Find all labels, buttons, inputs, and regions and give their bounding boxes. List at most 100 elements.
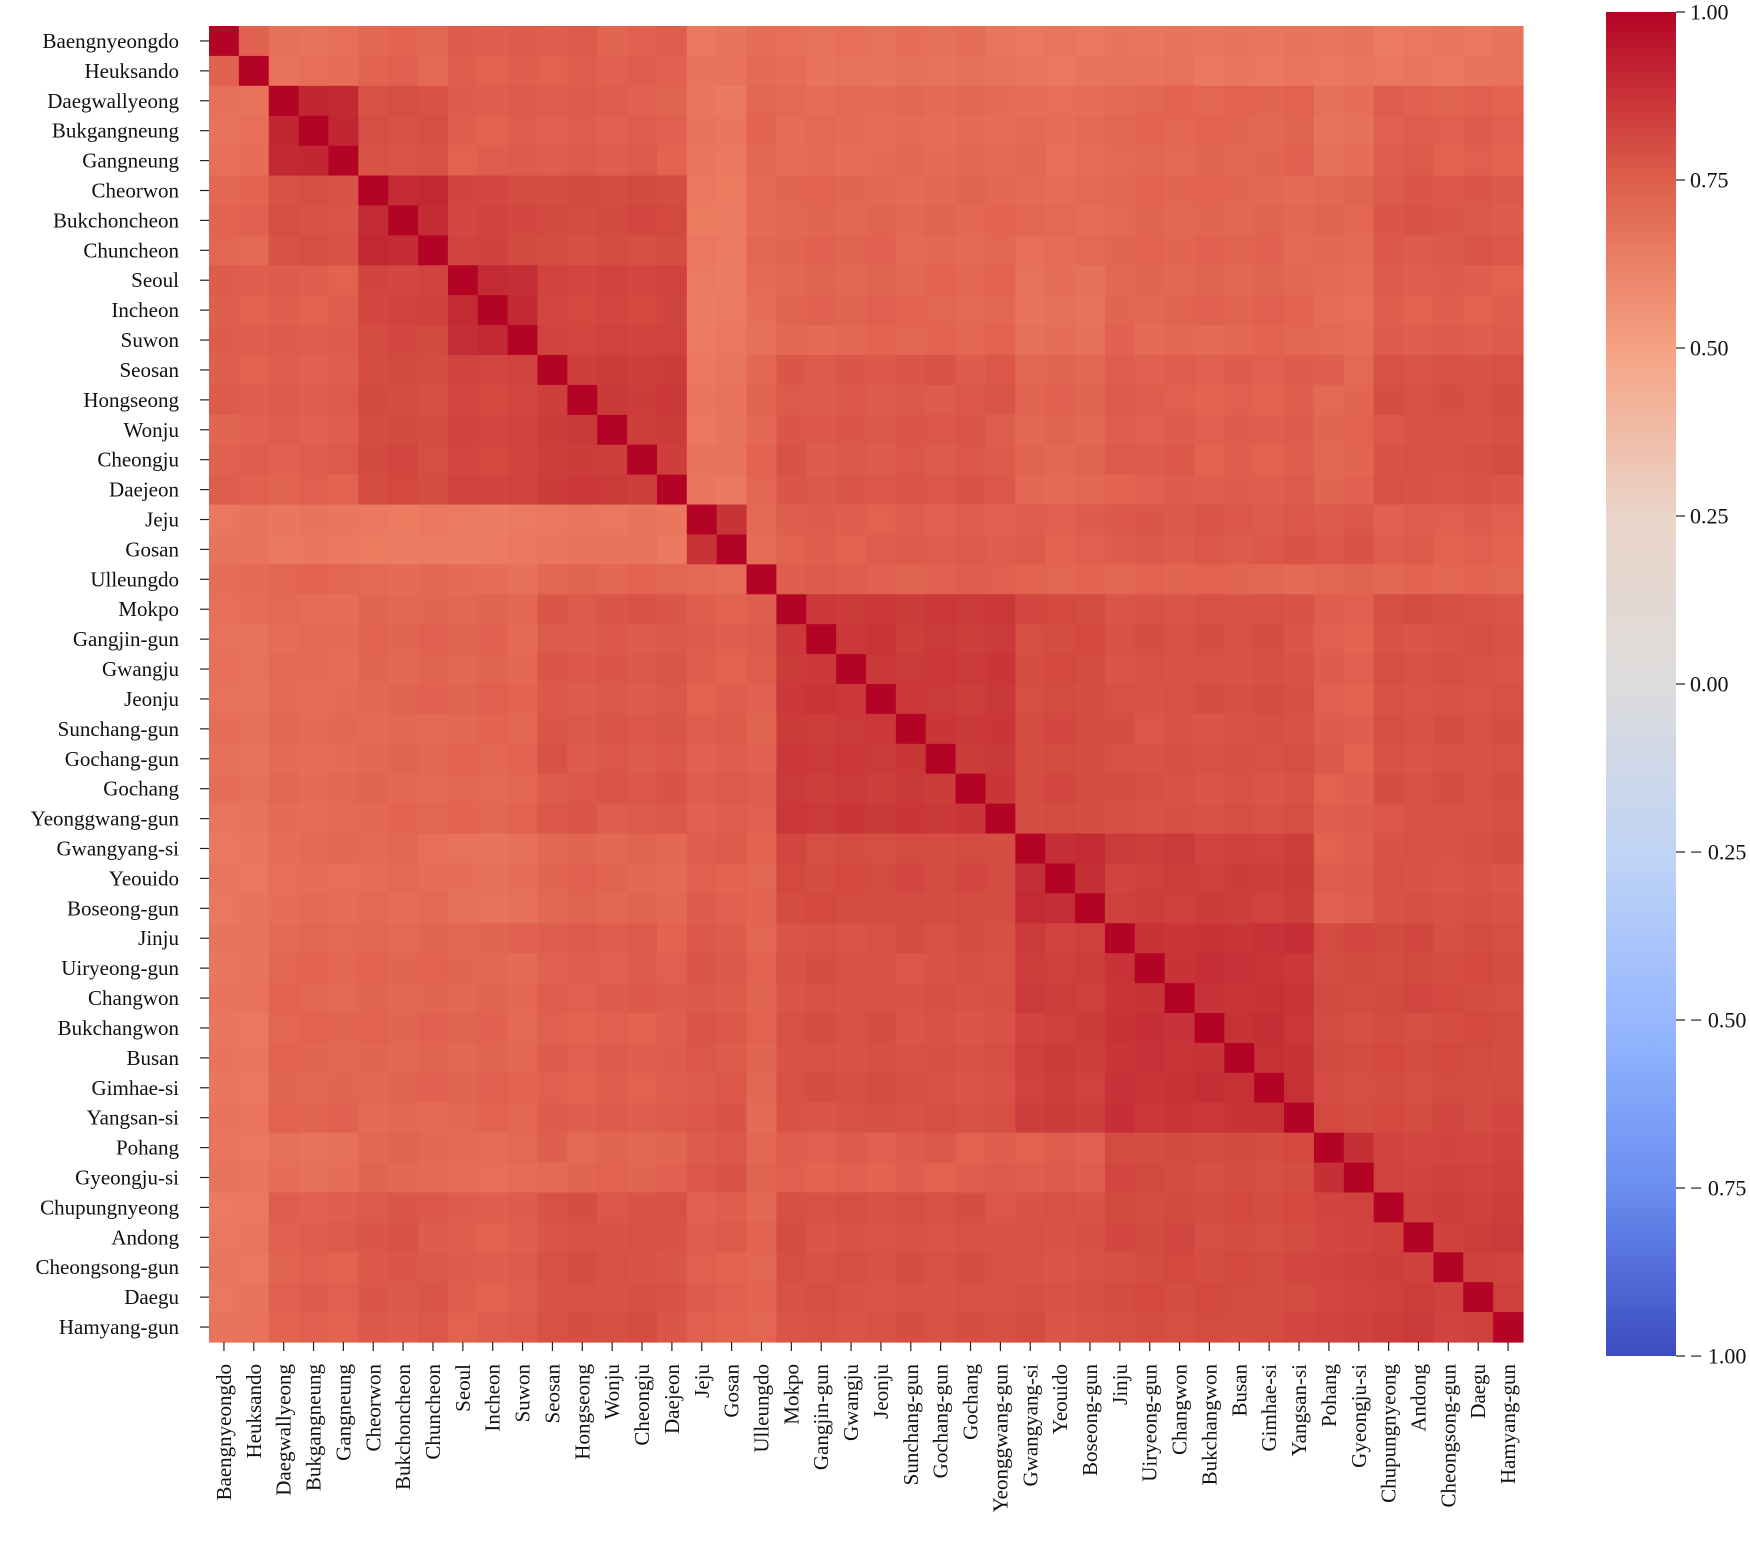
heatmap-cell: [686, 444, 718, 476]
heatmap-cell: [567, 923, 598, 954]
heatmap-cell: [776, 325, 807, 356]
heatmap-cell: [1343, 1162, 1375, 1194]
heatmap-cell: [268, 1132, 300, 1164]
heatmap-cell: [507, 684, 539, 715]
heatmap-cell: [1224, 1252, 1255, 1283]
heatmap-cell: [1164, 295, 1196, 326]
heatmap-cell: [328, 1162, 359, 1194]
heatmap-cell: [328, 594, 359, 625]
heatmap-cell: [209, 474, 240, 506]
heatmap-cell: [1284, 713, 1315, 745]
heatmap-cell: [1343, 115, 1375, 147]
heatmap-cell: [298, 384, 330, 416]
heatmap-cell: [1104, 115, 1136, 147]
heatmap-cell: [1463, 684, 1494, 715]
heatmap-cell: [1313, 773, 1345, 805]
heatmap-cell: [1313, 295, 1345, 326]
x-tick-label: Gochang: [959, 1364, 983, 1440]
heatmap-cell: [1134, 1132, 1166, 1164]
heatmap-cell: [597, 384, 628, 416]
heatmap-cell: [1164, 803, 1196, 835]
heatmap-cell: [1493, 235, 1524, 266]
x-tick-label: Cheongju: [630, 1364, 654, 1446]
heatmap-cell: [477, 145, 509, 177]
heatmap-cell: [806, 833, 837, 865]
heatmap-cell: [1343, 235, 1375, 266]
heatmap-cell: [1104, 414, 1136, 446]
heatmap-cell: [1493, 953, 1524, 984]
heatmap-cell: [1343, 265, 1375, 296]
heatmap-cell: [1373, 923, 1405, 954]
heatmap-cell: [925, 205, 957, 236]
heatmap-cell: [537, 504, 568, 536]
heatmap-cell: [925, 265, 957, 296]
heatmap-cell: [1284, 893, 1315, 924]
heatmap-cell: [537, 743, 568, 775]
heatmap-cell: [776, 1282, 807, 1313]
heatmap-cell: [1343, 1222, 1375, 1253]
heatmap-cell: [597, 534, 628, 565]
heatmap-cell: [925, 1312, 957, 1343]
heatmap-cell: [925, 444, 957, 476]
colorbar-tick-label: − 0.50: [1690, 1008, 1746, 1033]
heatmap-cell: [238, 923, 270, 954]
heatmap-cell: [866, 175, 897, 207]
heatmap-cell: [1493, 893, 1524, 924]
heatmap-cell: [1284, 1192, 1315, 1223]
heatmap-cell: [1134, 384, 1166, 416]
heatmap-cell: [328, 1192, 359, 1223]
heatmap-cell: [597, 235, 628, 266]
heatmap-cell: [836, 1312, 867, 1343]
heatmap-cell: [567, 773, 598, 805]
heatmap-cell: [477, 983, 509, 1014]
heatmap-cell: [268, 295, 300, 326]
y-tick-label: Mokpo: [118, 597, 179, 621]
heatmap-cell: [1313, 654, 1345, 685]
heatmap-cell: [298, 1013, 330, 1044]
heatmap-cell: [388, 923, 419, 954]
heatmap-cell: [955, 654, 987, 685]
heatmap-cell: [895, 26, 927, 57]
heatmap-cell: [1254, 1282, 1285, 1313]
heatmap-cell: [925, 773, 957, 805]
heatmap-cell: [955, 1013, 987, 1044]
heatmap-cell: [418, 833, 449, 865]
heatmap-cell: [1134, 833, 1166, 865]
heatmap-cell: [776, 414, 807, 446]
heatmap-cell: [1164, 833, 1196, 865]
x-tick-label: Changwon: [1168, 1364, 1192, 1455]
heatmap-cell: [1313, 1282, 1345, 1313]
heatmap-cell: [507, 384, 539, 416]
heatmap-cell: [1075, 325, 1106, 356]
heatmap-cell: [1015, 1222, 1046, 1253]
heatmap-cell: [806, 474, 837, 506]
heatmap-cell: [537, 1132, 568, 1164]
heatmap-cell: [1104, 863, 1136, 894]
heatmap-cell: [507, 983, 539, 1014]
heatmap-cell: [716, 1252, 748, 1283]
heatmap-cell: [537, 803, 568, 835]
heatmap-cell: [1403, 863, 1435, 894]
heatmap-cell: [447, 85, 479, 117]
heatmap-cell: [597, 564, 628, 595]
heatmap-cell: [955, 205, 987, 236]
heatmap-cell: [1134, 414, 1166, 446]
x-tick-label: Gochang-gun: [929, 1364, 953, 1479]
heatmap-cell: [836, 803, 867, 835]
heatmap-cell: [418, 953, 449, 984]
heatmap-cell: [507, 564, 539, 595]
heatmap-cell: [895, 594, 927, 625]
heatmap-cell: [716, 534, 748, 565]
y-tick-label: Jinju: [138, 926, 179, 950]
heatmap-cell: [836, 145, 867, 177]
heatmap-cell: [1164, 594, 1196, 625]
heatmap-cell: [1284, 983, 1315, 1014]
heatmap-cell: [895, 833, 927, 865]
heatmap-cell: [1164, 713, 1196, 745]
heatmap-cell: [597, 1282, 628, 1313]
heatmap-cell: [925, 1222, 957, 1253]
heatmap-cell: [1134, 1192, 1166, 1223]
heatmap-cell: [1045, 983, 1076, 1014]
heatmap-cell: [447, 1042, 479, 1074]
heatmap-cell: [358, 384, 389, 416]
